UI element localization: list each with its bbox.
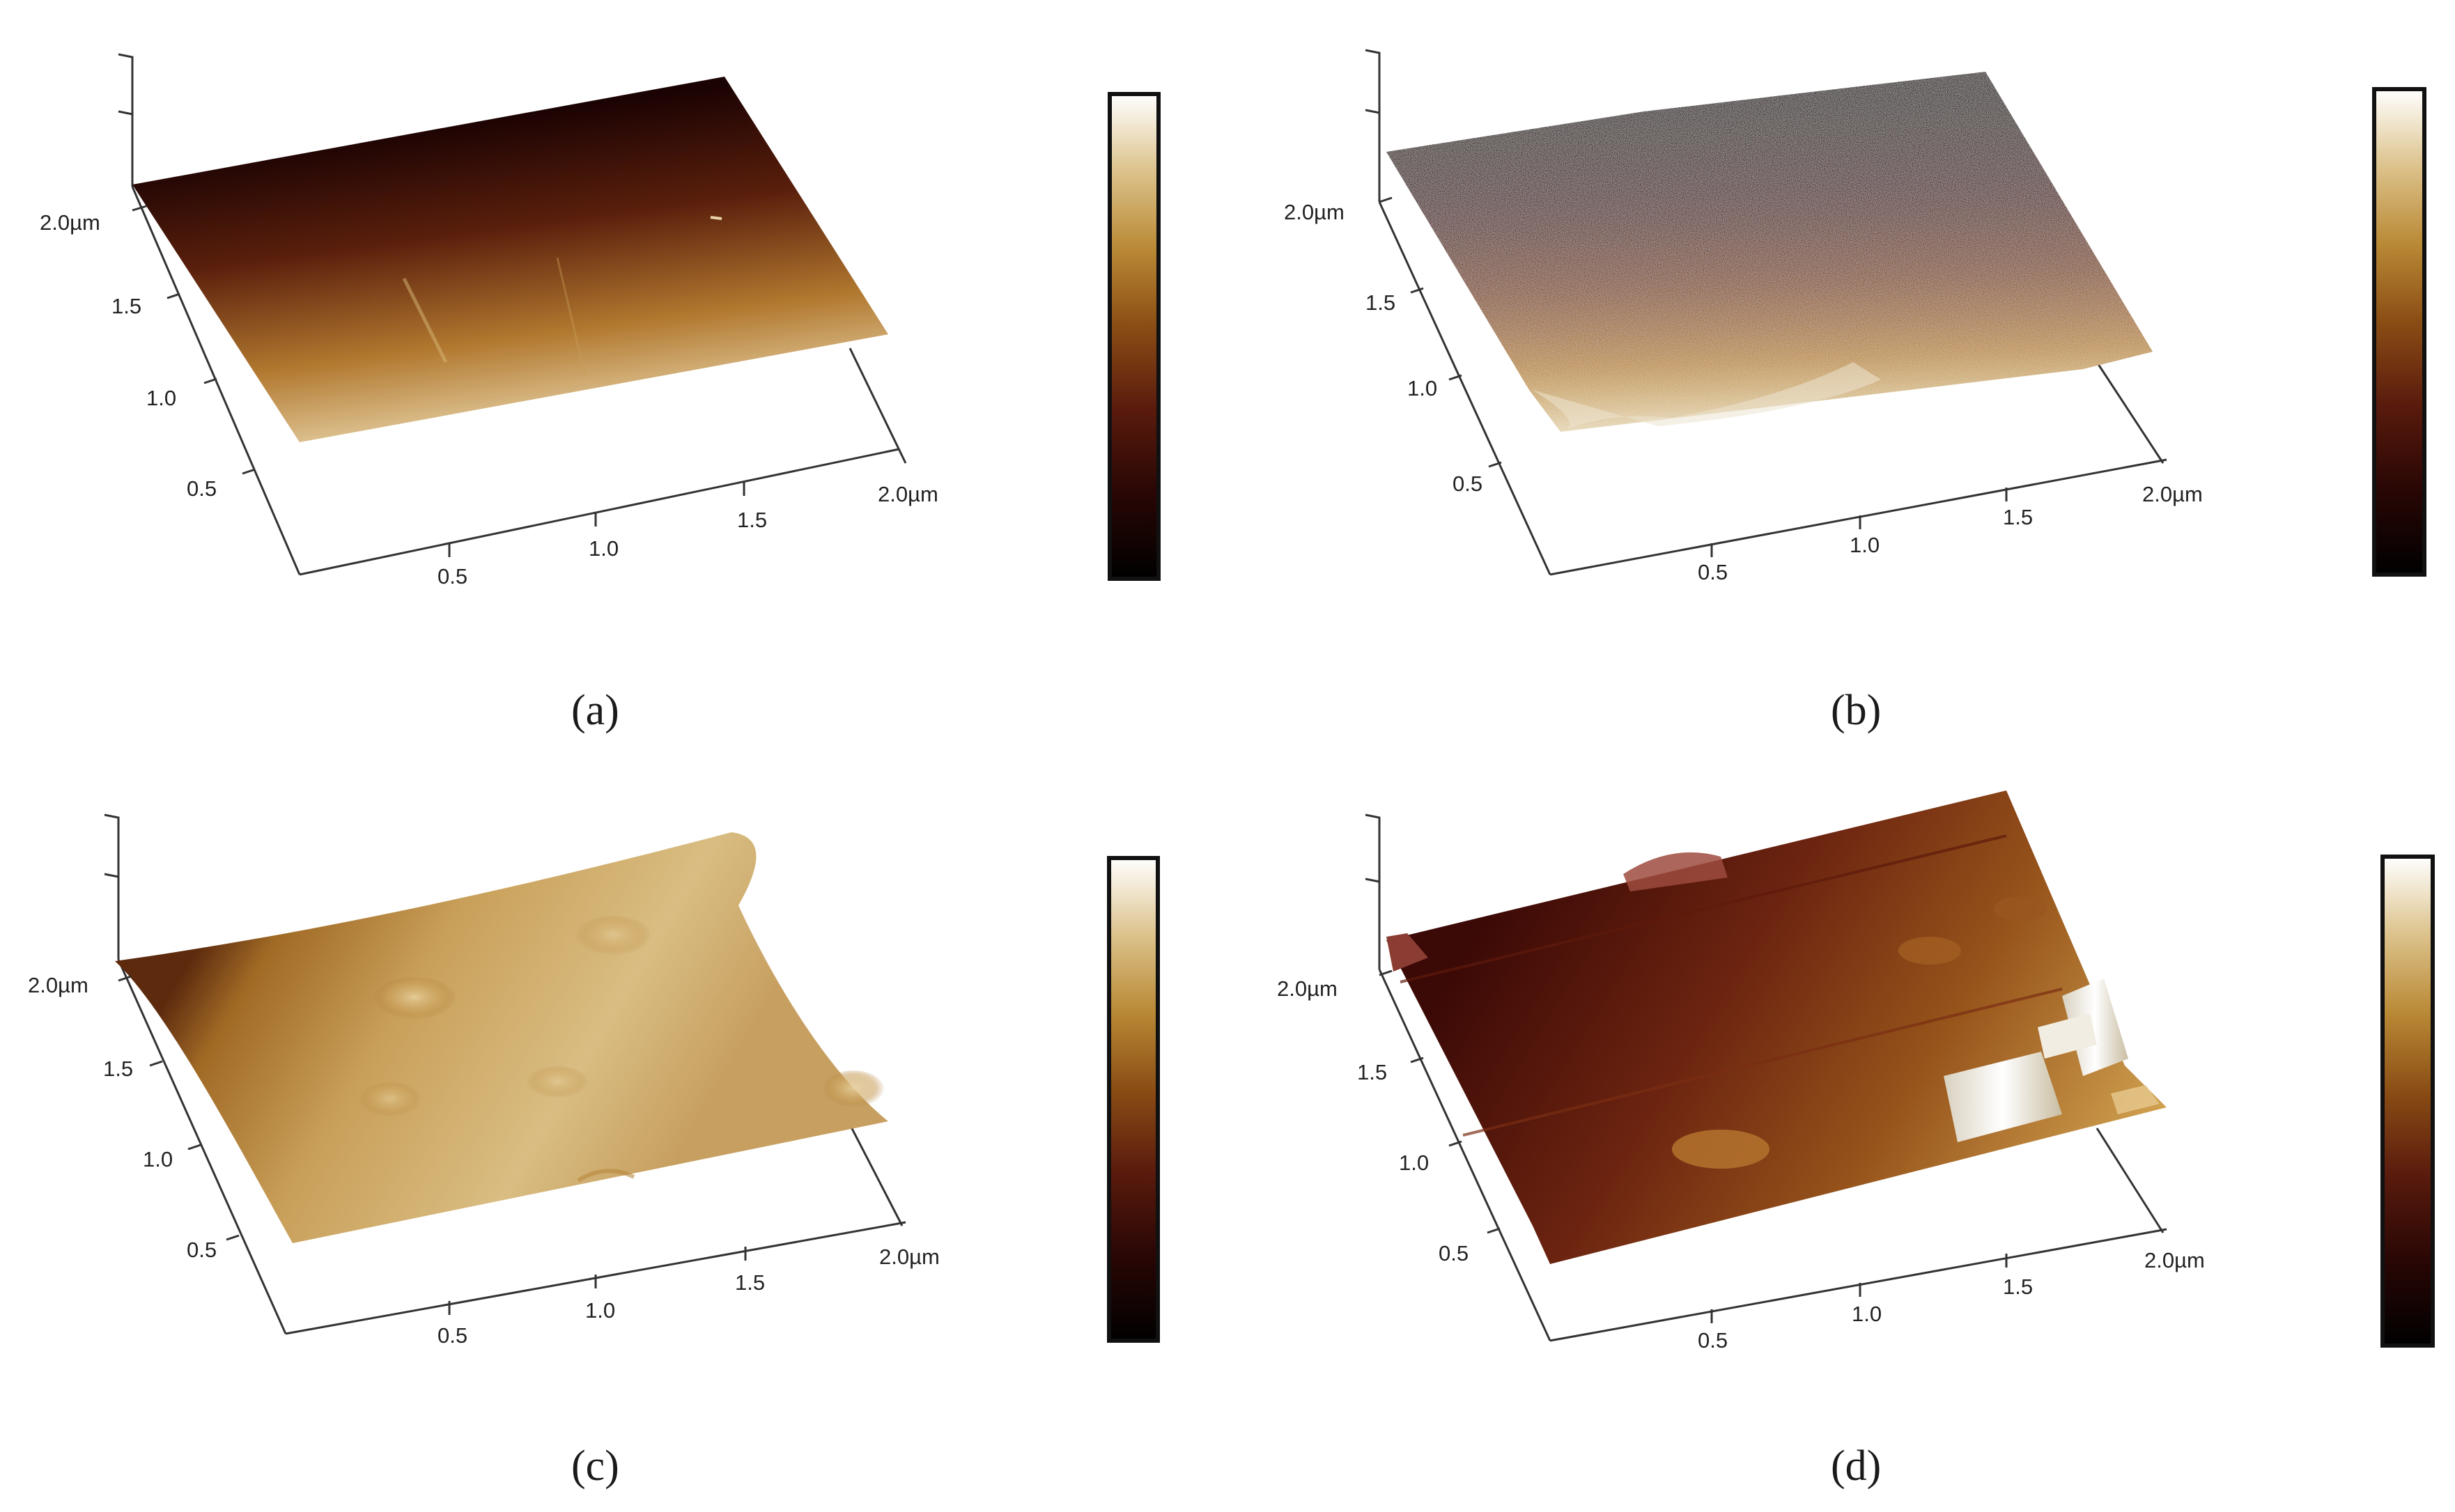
panel-caption: (a) (571, 687, 619, 734)
panel-caption: (c) (571, 1442, 619, 1490)
y-tick-label: 0.5 (187, 476, 217, 501)
x-tick-label: 1.0 (1852, 1302, 1882, 1326)
y-axis (117, 959, 287, 1334)
z-axis (104, 813, 120, 960)
x-tick-label: 0.5 (1698, 560, 1728, 584)
y-tick-label: 0.5 (187, 1238, 217, 1262)
x-tick-label: 1.5 (2003, 505, 2033, 529)
x-tick-label: 0.5 (1698, 1328, 1728, 1353)
z-axis (1365, 813, 1381, 969)
z-axis (1365, 49, 1381, 202)
y-tick-label: 1.5 (1357, 1060, 1387, 1084)
x-tick-label: 0.5 (437, 1323, 467, 1348)
y-tick-label: 2.0µm (1277, 976, 1338, 1001)
panel-caption: (b) (1831, 687, 1881, 734)
x-tick-label: 2.0µm (2144, 1248, 2205, 1272)
colorbar (1109, 858, 1158, 1341)
y-tick-label: 2.0µm (1284, 200, 1345, 224)
panel-d: 2.0µm 1.5 1.0 0.5 0.5 1.0 1.5 2.0µm (d) (1277, 790, 2435, 1490)
x-tick-label: 1.5 (737, 508, 767, 532)
y-tick-label: 2.0µm (28, 973, 88, 997)
y-tick-label: 1.5 (1365, 290, 1395, 315)
x-tick-label: 2.0µm (2142, 482, 2203, 506)
y-tick-label: 1.0 (143, 1147, 173, 1171)
x-axis (299, 448, 899, 576)
x-tick-label: 0.5 (437, 564, 467, 589)
y-axis (1378, 969, 1551, 1341)
y-tick-label: 1.5 (111, 294, 141, 318)
x-axis (1549, 458, 2167, 576)
x-tick-label: 1.0 (589, 536, 619, 561)
colorbar (1110, 94, 1159, 579)
y-tick-label: 0.5 (1439, 1241, 1469, 1265)
y-axis (1378, 201, 1551, 575)
y-axis (131, 186, 301, 575)
y-tick-label: 0.5 (1453, 471, 1482, 496)
y-tick-label: 2.0µm (40, 210, 100, 235)
x-tick-label: 2.0µm (878, 482, 938, 506)
colorbar (2374, 89, 2424, 575)
x-tick-label: 2.0µm (879, 1245, 940, 1269)
x-axis (1549, 1228, 2167, 1342)
y-tick-label: 1.0 (1399, 1151, 1429, 1175)
afm-surface (132, 77, 888, 442)
afm-surface (1386, 72, 2153, 432)
afm-surface (1386, 790, 2167, 1264)
afm-surface (115, 832, 888, 1243)
y-tick-label: 1.5 (103, 1057, 133, 1081)
x-tick-label: 1.0 (585, 1298, 615, 1323)
y-tick-label: 1.0 (1407, 376, 1437, 400)
colorbar (2383, 857, 2433, 1346)
z-tick (118, 110, 133, 116)
x-tick-label: 1.0 (1850, 533, 1880, 557)
x-tick-label: 1.5 (2003, 1275, 2033, 1299)
panel-c: 2.0µm 1.5 1.0 0.5 0.5 1.0 1.5 2.0µm (c) (28, 813, 1160, 1490)
z-axis (118, 53, 134, 187)
y-tick-label: 1.0 (146, 386, 176, 410)
panel-b: 2.0µm 1.5 1.0 0.5 0.5 1.0 1.5 2.0µm (b) (1284, 49, 2426, 734)
panel-a: 2.0µm 1.5 1.0 0.5 0.5 1.0 1.5 2.0µm (a) (40, 53, 1161, 734)
x-tick-label: 1.5 (735, 1270, 765, 1295)
panel-caption: (d) (1831, 1442, 1881, 1490)
